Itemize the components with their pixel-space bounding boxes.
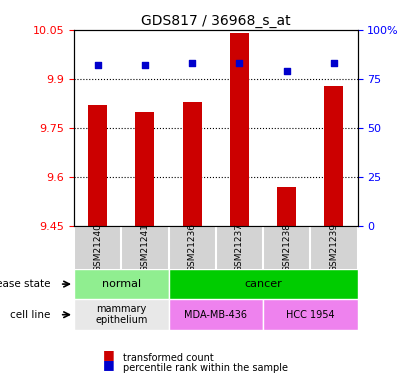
Text: ■: ■ [103, 348, 115, 361]
Text: disease state: disease state [0, 279, 51, 289]
Text: transformed count: transformed count [123, 353, 214, 363]
Text: GSM21237: GSM21237 [235, 223, 244, 272]
Point [94, 62, 101, 68]
Text: mammary
epithelium: mammary epithelium [95, 304, 148, 326]
Bar [182, 102, 201, 226]
FancyBboxPatch shape [169, 269, 358, 299]
Text: cell line: cell line [10, 310, 51, 320]
Point [141, 62, 148, 68]
Bar [324, 86, 343, 226]
Point [189, 60, 195, 66]
Bar [277, 187, 296, 226]
FancyBboxPatch shape [74, 269, 169, 299]
Text: cancer: cancer [244, 279, 282, 289]
Text: GSM21241: GSM21241 [141, 223, 149, 272]
Text: HCC 1954: HCC 1954 [286, 310, 335, 320]
Bar [135, 112, 154, 226]
Text: GSM21239: GSM21239 [330, 223, 338, 272]
Text: MDA-MB-436: MDA-MB-436 [184, 310, 247, 320]
Text: GSM21236: GSM21236 [188, 223, 196, 272]
Point [283, 68, 290, 74]
Point [236, 60, 242, 66]
Text: GSM21240: GSM21240 [93, 223, 102, 272]
Title: GDS817 / 36968_s_at: GDS817 / 36968_s_at [141, 13, 291, 28]
Text: normal: normal [102, 279, 141, 289]
Text: percentile rank within the sample: percentile rank within the sample [123, 363, 288, 373]
Text: GSM21238: GSM21238 [282, 223, 291, 272]
FancyBboxPatch shape [169, 299, 263, 330]
FancyBboxPatch shape [263, 299, 358, 330]
Bar [88, 105, 107, 226]
Text: ■: ■ [103, 358, 115, 371]
FancyBboxPatch shape [74, 299, 169, 330]
Point [330, 60, 337, 66]
Bar [230, 33, 249, 226]
